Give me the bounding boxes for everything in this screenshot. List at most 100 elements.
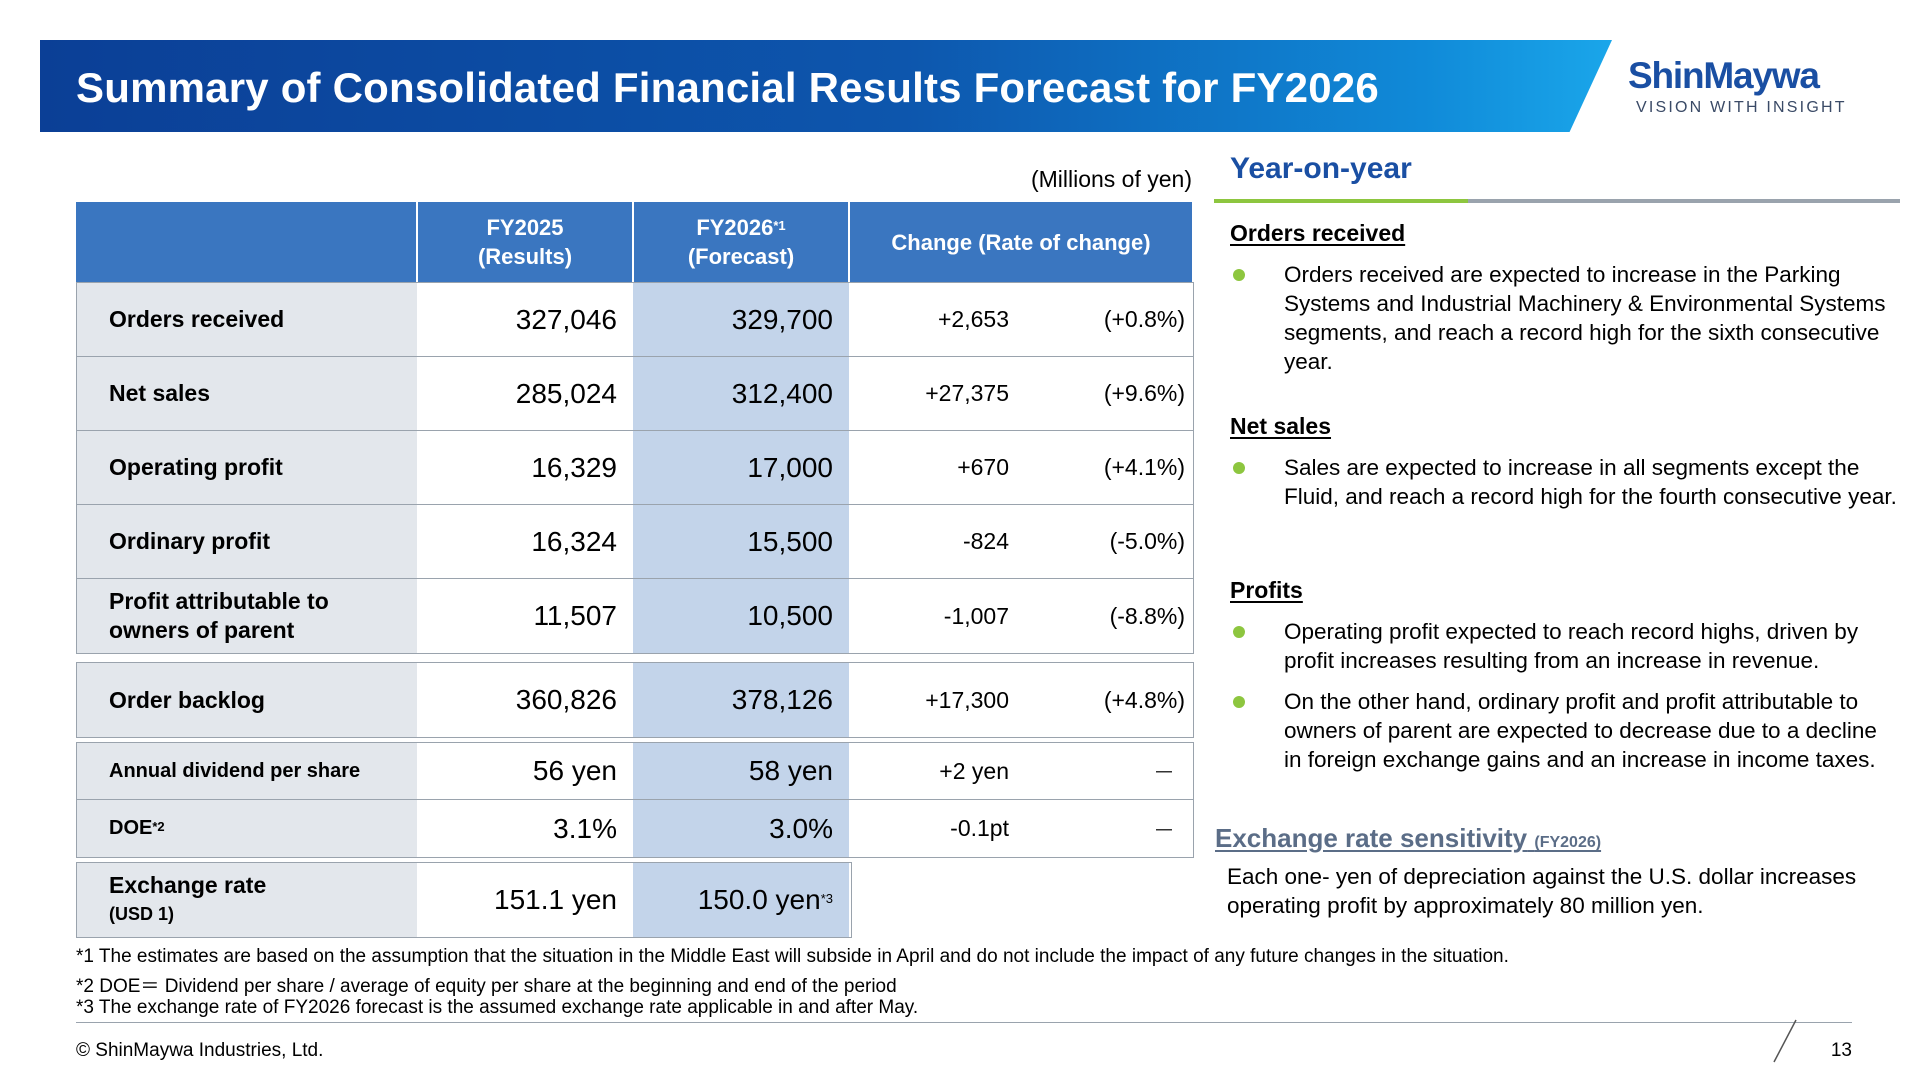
change-cell: -824 (-5.0%)	[849, 505, 1193, 578]
footnote-ref: *3	[820, 890, 833, 906]
row-label: Net sales	[77, 357, 417, 430]
fy2026-value: 17,000	[633, 431, 849, 504]
table-row: Profit attributable to owners of parent …	[77, 579, 1193, 653]
title-banner	[40, 40, 1612, 132]
table-row: Annual dividend per share 56 yen 58 yen …	[77, 743, 1193, 800]
header-blank	[76, 202, 416, 282]
change-rate: －	[1152, 760, 1175, 785]
fy2025-value: 285,024	[417, 357, 633, 430]
change-rate: (-5.0%)	[1109, 528, 1185, 554]
fy2026-value: 58 yen	[633, 743, 849, 799]
doe-label: DOE	[109, 817, 153, 839]
fy2025-value: 360,826	[417, 663, 633, 737]
change-cell: +2,653 (+0.8%)	[849, 283, 1193, 356]
header-fy2025-line2: (Results)	[477, 244, 573, 269]
orders-bullet: Orders received are expected to increase…	[1230, 260, 1900, 376]
table-row: Order backlog 360,826 378,126 +17,300 (+…	[77, 663, 1193, 737]
fy2025-value: 151.1 yen	[417, 863, 633, 937]
dividend-group: Annual dividend per share 56 yen 58 yen …	[76, 742, 1194, 858]
fy2025-value: 327,046	[417, 283, 633, 356]
footer-divider	[76, 1022, 1852, 1023]
change-rate: (+4.8%)	[1103, 686, 1185, 713]
bullet-dot-icon	[1233, 696, 1245, 708]
change-rate: (+0.8%)	[1103, 306, 1185, 332]
fy2025-value: 56 yen	[417, 743, 633, 799]
fy2026-value: 378,126	[633, 663, 849, 737]
change-value: +2 yen	[939, 757, 1009, 784]
header-change-label: Change (Rate of change)	[891, 229, 1151, 255]
row-label: Operating profit	[77, 431, 417, 504]
yoy-title: Year-on-year	[1230, 152, 1412, 185]
footnote-ref: *1	[773, 218, 786, 233]
change-cell: +670 (+4.1%)	[849, 431, 1193, 504]
profits-bullet-2: On the other hand, ordinary profit and p…	[1230, 687, 1900, 774]
row-label: DOE*2	[77, 800, 417, 857]
row-label-line2: owners of parent	[109, 617, 295, 643]
fy2026-value: 312,400	[633, 357, 849, 430]
fy2025-value: 3.1%	[417, 800, 633, 857]
exchange-sensitivity-heading: Exchange rate sensitivity (FY2026)	[1215, 823, 1601, 854]
row-label: Order backlog	[77, 663, 417, 737]
table-row: DOE*2 3.1% 3.0% -0.1pt －	[77, 800, 1193, 857]
exchange-sensitivity-text: Each one- yen of depreciation against th…	[1227, 864, 1857, 918]
change-rate: (+9.6%)	[1103, 380, 1185, 406]
change-value: -824	[962, 528, 1009, 554]
exchange-rate-group: Exchange rate (USD 1) 151.1 yen 150.0 ye…	[76, 862, 852, 938]
profits-heading: Profits	[1230, 577, 1303, 603]
change-rate: －	[1152, 817, 1175, 843]
table-row: Operating profit 16,329 17,000 +670 (+4.…	[77, 431, 1193, 505]
bullet-dot-icon	[1233, 462, 1245, 474]
change-value: -0.1pt	[950, 815, 1009, 841]
row-label: Orders received	[77, 283, 417, 356]
slash-icon	[1773, 1019, 1797, 1063]
row-label: Annual dividend per share	[77, 743, 417, 799]
page-title: Summary of Consolidated Financial Result…	[76, 64, 1379, 111]
fy2026-value: 10,500	[633, 579, 849, 653]
order-backlog-group: Order backlog 360,826 378,126 +17,300 (+…	[76, 662, 1194, 738]
change-cell: +17,300 (+4.8%)	[849, 663, 1193, 737]
exchange-sublabel: (USD 1)	[109, 904, 175, 924]
header-fy2026-line2: (Forecast)	[687, 244, 795, 269]
bullet-text: Orders received are expected to increase…	[1284, 262, 1886, 374]
bullet-dot-icon	[1233, 269, 1245, 281]
sales-bullet: Sales are expected to increase in all se…	[1230, 453, 1900, 511]
fy2026-value: 329,700	[633, 283, 849, 356]
orders-heading: Orders received	[1230, 220, 1406, 246]
header-fy2026: FY2026*1 (Forecast)	[632, 202, 848, 282]
change-value: +670	[957, 454, 1009, 480]
table-header: FY2025 (Results) FY2026*1 (Forecast) Cha…	[76, 202, 1194, 282]
bullet-text: On the other hand, ordinary profit and p…	[1284, 689, 1877, 772]
profits-bullet-1: Operating profit expected to reach recor…	[1230, 617, 1900, 675]
main-results-group: Orders received 327,046 329,700 +2,653 (…	[76, 282, 1194, 654]
fy2026-value: 150.0 yen *3	[633, 863, 849, 937]
logo-name: ShinMaywa	[1628, 55, 1820, 96]
footnote-1: *1 The estimates are based on the assump…	[76, 946, 1509, 967]
bullet-text: Sales are expected to increase in all se…	[1284, 455, 1897, 509]
exchange-heading-text: Exchange rate sensitivity	[1215, 823, 1528, 853]
table-row: Ordinary profit 16,324 15,500 -824 (-5.0…	[77, 505, 1193, 579]
units-label: (Millions of yen)	[1030, 166, 1192, 192]
change-cell: +27,375 (+9.6%)	[849, 357, 1193, 430]
change-rate: (-8.8%)	[1109, 602, 1185, 629]
change-cell: -0.1pt －	[849, 800, 1193, 857]
change-cell: +2 yen －	[849, 743, 1193, 799]
fy2026-value: 3.0%	[633, 800, 849, 857]
yoy-underline	[1214, 199, 1900, 203]
row-label: Profit attributable to owners of parent	[77, 579, 417, 653]
copyright: © ShinMaywa Industries, Ltd.	[76, 1040, 324, 1061]
header-change: Change (Rate of change)	[848, 202, 1192, 282]
fy2025-value: 16,324	[417, 505, 633, 578]
exchange-label: Exchange rate	[109, 872, 267, 898]
header-fy2025: FY2025 (Results)	[416, 202, 632, 282]
table-row: Net sales 285,024 312,400 +27,375 (+9.6%…	[77, 357, 1193, 431]
header-fy2026-line1: FY2026*1	[696, 215, 786, 240]
fy2025-value: 16,329	[417, 431, 633, 504]
footnote-2: *2 DOE＝ Dividend per share / average of …	[76, 976, 897, 997]
footnote-3: *3 The exchange rate of FY2026 forecast …	[76, 997, 919, 1018]
footnote-ref: *2	[152, 819, 165, 834]
row-label-line1: Profit attributable to	[109, 588, 329, 614]
header-fy2025-line1: FY2025	[486, 215, 564, 240]
change-value: +2,653	[938, 306, 1009, 332]
table-row: Exchange rate (USD 1) 151.1 yen 150.0 ye…	[77, 863, 851, 937]
change-rate: (+4.1%)	[1103, 454, 1185, 480]
